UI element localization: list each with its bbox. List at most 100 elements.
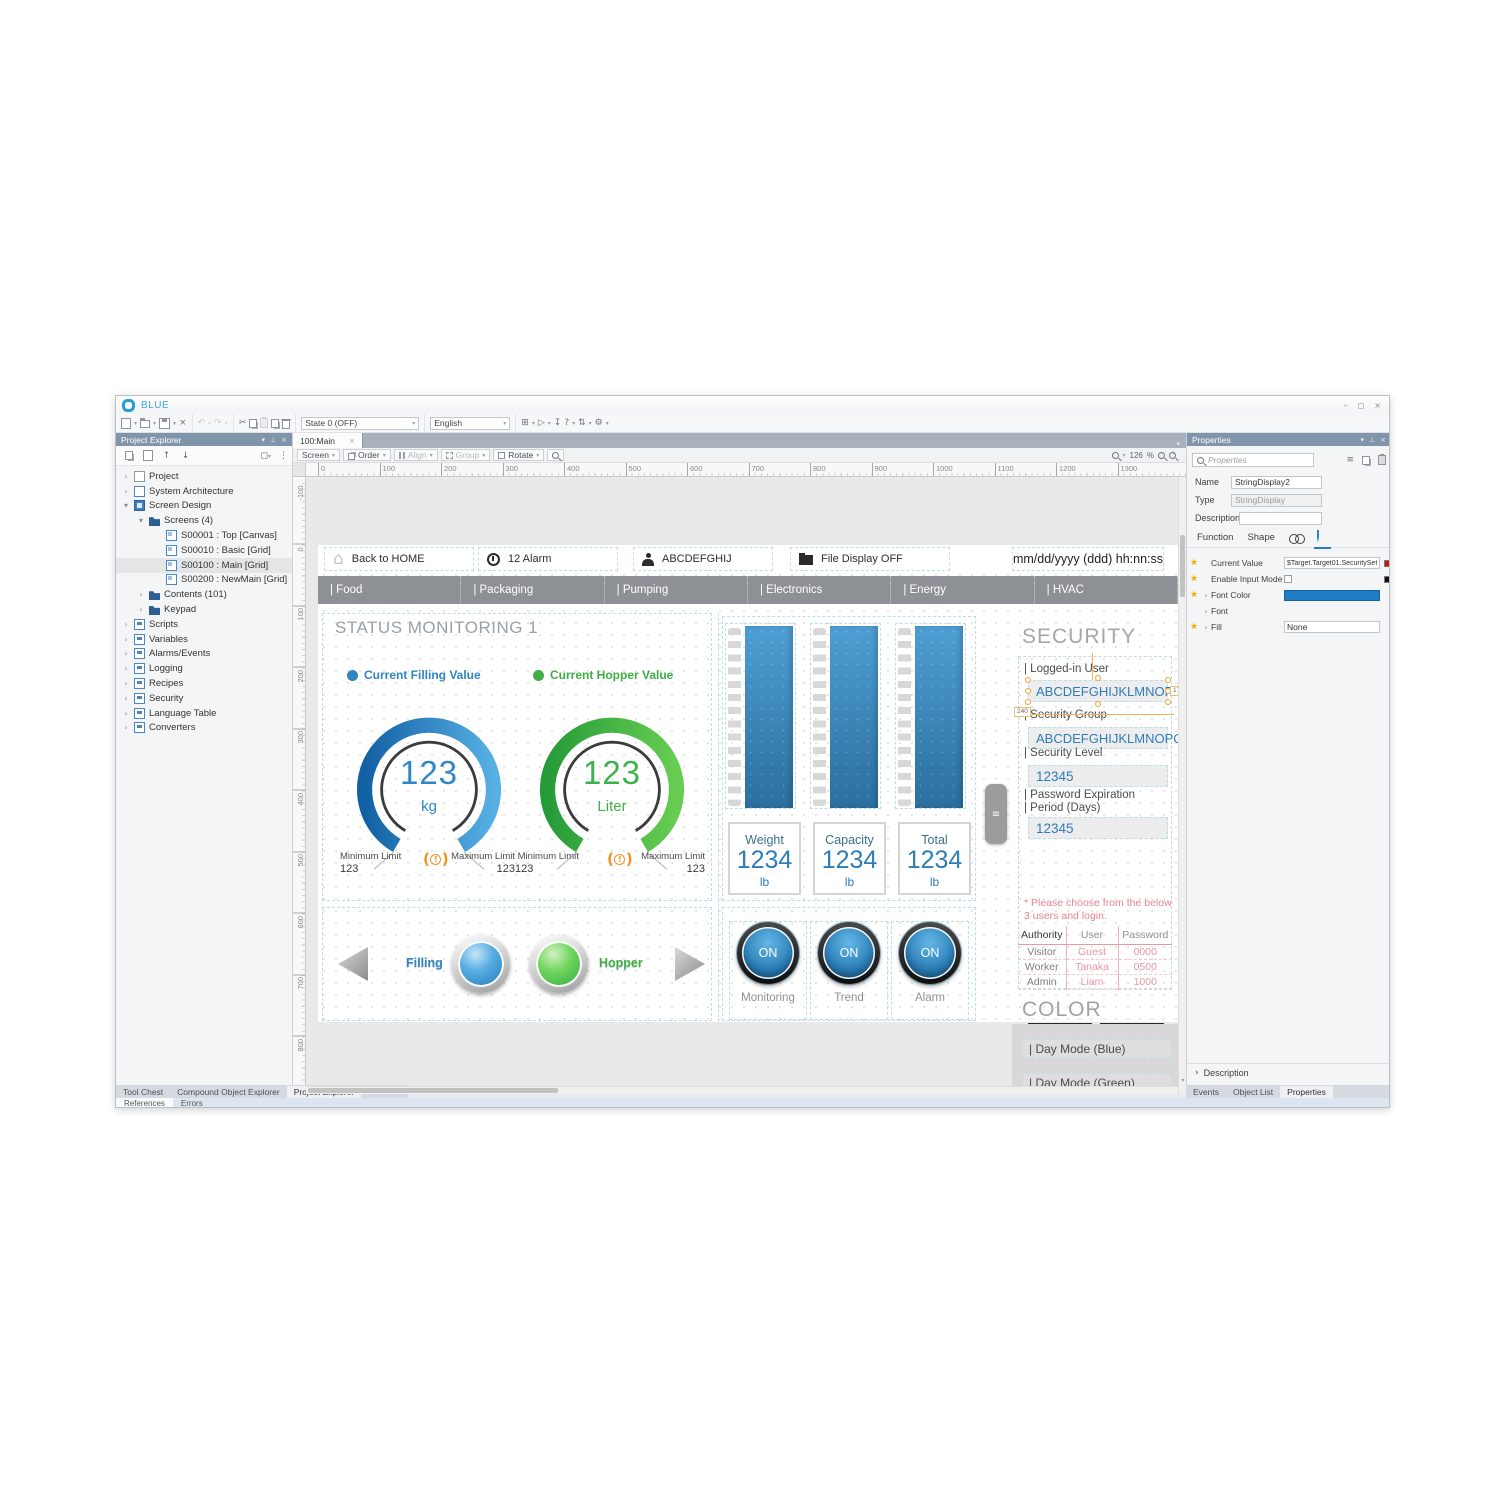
collapse-all-button[interactable] xyxy=(139,448,156,463)
selection-handle[interactable] xyxy=(1025,677,1031,683)
file-display-toggle[interactable]: File Display OFF xyxy=(790,547,950,571)
canvas-tool-button[interactable]: Group ▾ xyxy=(440,449,491,461)
bindings-tab-icon[interactable] xyxy=(1288,533,1305,544)
logged-in-user-field[interactable]: ABCDEFGHIJKLMNOPQ xyxy=(1028,680,1183,702)
save-icon[interactable] xyxy=(159,417,171,429)
run-icon[interactable]: ▷ xyxy=(537,417,545,428)
close-button[interactable]: × xyxy=(1374,400,1381,410)
minimize-button[interactable]: – xyxy=(1343,400,1348,410)
nav-item[interactable]: | Electronics xyxy=(748,576,892,604)
tree-item[interactable]: S00200 : NewMain [Grid] xyxy=(116,573,292,588)
switch-button[interactable]: ON xyxy=(737,922,799,984)
dock-tab[interactable]: Properties xyxy=(1280,1086,1333,1098)
language-combo[interactable]: English ▾ xyxy=(430,416,511,430)
expand-icon[interactable]: › xyxy=(1204,606,1208,616)
open-chevron[interactable]: ▾ xyxy=(153,419,157,427)
zoom-select-chevron[interactable]: ▾ xyxy=(1122,451,1126,459)
statusbar-tab[interactable]: References xyxy=(116,1098,173,1107)
fill-input[interactable] xyxy=(1284,621,1380,633)
expand-icon[interactable]: › xyxy=(1204,590,1208,600)
grid-view-chevron[interactable]: ▾ xyxy=(531,419,535,427)
tree-expand-icon[interactable]: ▾ xyxy=(123,501,128,511)
nav-item[interactable]: | Energy xyxy=(891,576,1035,604)
vscroll-thumb[interactable] xyxy=(1180,535,1185,597)
new-file-chevron[interactable]: ▾ xyxy=(134,419,138,427)
move-down-button[interactable]: ↓ xyxy=(181,450,190,461)
tree-expand-icon[interactable]: › xyxy=(124,649,128,659)
selection-handle[interactable] xyxy=(1025,688,1031,694)
tree-item[interactable]: › Alarms/Events xyxy=(116,647,292,662)
nav-item[interactable]: | Food xyxy=(318,576,462,604)
grid-view-icon[interactable]: ⊞ xyxy=(521,417,529,428)
logged-user[interactable]: ABCDEFGHIJ xyxy=(633,547,773,571)
document-tab-close-icon[interactable]: × xyxy=(348,436,355,445)
panel-menu-icon[interactable]: ▾ xyxy=(1360,435,1365,444)
selection-handle[interactable] xyxy=(1095,701,1101,707)
current-value-input[interactable] xyxy=(1284,557,1380,569)
selection-handle[interactable] xyxy=(1025,699,1031,705)
tree-item[interactable]: ▾ Screens (4) xyxy=(116,513,292,528)
tree-item[interactable]: › Logging xyxy=(116,661,292,676)
binding-state-swatch-black[interactable] xyxy=(1384,575,1389,583)
new-file-icon[interactable] xyxy=(121,417,131,429)
expand-icon[interactable]: › xyxy=(1204,622,1208,632)
nav-item[interactable]: | Packaging xyxy=(461,576,605,604)
open-icon[interactable] xyxy=(140,418,151,428)
canvas-tool-button[interactable]: Rotate ▾ xyxy=(493,449,545,461)
security-group-field[interactable]: ABCDEFGHIJKLMNOPQ xyxy=(1028,727,1183,749)
kebab-menu-icon[interactable]: ⋮ xyxy=(279,450,288,461)
font-color-swatch[interactable] xyxy=(1284,589,1380,601)
tabstrip-menu-icon[interactable]: ▾ xyxy=(1176,440,1180,448)
binding-state-swatch-red[interactable] xyxy=(1384,559,1389,567)
tree-expand-icon[interactable]: › xyxy=(124,471,128,481)
zoom-select-icon[interactable] xyxy=(1111,451,1119,459)
dock-tab[interactable]: Compound Object Explorer xyxy=(177,1087,280,1097)
back-home-button[interactable]: ⌂ Back to HOME xyxy=(324,547,474,571)
state-combo[interactable]: State 0 (OFF) ▾ xyxy=(301,416,420,430)
tree-expand-icon[interactable]: › xyxy=(139,605,143,615)
paste-icon[interactable] xyxy=(260,417,269,428)
pin-icon[interactable]: ⊥ xyxy=(1369,435,1376,444)
settings-gear-icon[interactable]: ⚙ xyxy=(594,417,603,428)
description-input[interactable] xyxy=(1239,511,1322,525)
filling-button[interactable] xyxy=(452,935,510,993)
tree-item[interactable]: S00010 : Basic [Grid] xyxy=(116,543,292,558)
tree-item[interactable]: › Language Table xyxy=(116,706,292,721)
tree-item[interactable]: › Variables xyxy=(116,632,292,647)
tree-expand-icon[interactable]: › xyxy=(124,693,128,703)
delete-icon[interactable] xyxy=(281,418,292,429)
design-viewport[interactable]: ⌂ Back to HOME 12 Alarm ABCDEFGHIJ xyxy=(306,477,1186,1094)
tree-expand-icon[interactable]: › xyxy=(124,619,128,629)
canvas-tool-button[interactable]: Screen ▾ xyxy=(297,449,340,461)
dock-tab[interactable]: Tool Chest xyxy=(123,1087,164,1097)
document-tab[interactable]: 100:Main × xyxy=(293,433,363,448)
hopper-button[interactable] xyxy=(530,935,588,993)
nav-item[interactable]: | Pumping xyxy=(605,576,748,604)
save-chevron[interactable]: ▾ xyxy=(173,419,177,427)
nav-item[interactable]: | HVAC xyxy=(1035,576,1178,604)
statusbar-tab[interactable]: Errors xyxy=(180,1099,203,1108)
transfer-icon[interactable]: ⇅ xyxy=(578,417,586,428)
canvas-tool-button[interactable]: Order ▾ xyxy=(342,449,391,461)
tree-expand-icon[interactable]: › xyxy=(124,723,128,733)
dock-tab[interactable]: Events xyxy=(1193,1087,1219,1097)
dock-tab[interactable]: Object List xyxy=(1233,1087,1274,1097)
enable-input-checkbox[interactable] xyxy=(1284,575,1292,583)
properties-search-input[interactable]: Properties xyxy=(1192,453,1314,467)
day-mode-blue-button[interactable]: | Day Mode (Blue) xyxy=(1022,1039,1172,1058)
tree-item[interactable]: › Keypad xyxy=(116,602,292,617)
undo-icon[interactable]: ↶ xyxy=(197,417,206,428)
zoom-region-button[interactable] xyxy=(547,449,565,461)
switch-button[interactable]: ON xyxy=(899,922,961,984)
canvas-vscrollbar[interactable]: ▾ xyxy=(1178,477,1186,1094)
paste-props-icon[interactable] xyxy=(1378,454,1386,465)
run-chevron[interactable]: ▾ xyxy=(547,419,551,427)
dock-option-button[interactable]: ◻▾ xyxy=(261,450,272,461)
selection-handle[interactable] xyxy=(1165,699,1171,705)
transfer-chevron[interactable]: ▾ xyxy=(588,419,592,427)
security-level-field[interactable]: 12345 xyxy=(1028,765,1168,787)
tab-shape[interactable]: Shape xyxy=(1247,532,1275,543)
selection-handle[interactable] xyxy=(1095,675,1101,681)
hscroll-thumb[interactable] xyxy=(308,1088,558,1093)
pin-icon[interactable]: ⊥ xyxy=(270,435,277,444)
